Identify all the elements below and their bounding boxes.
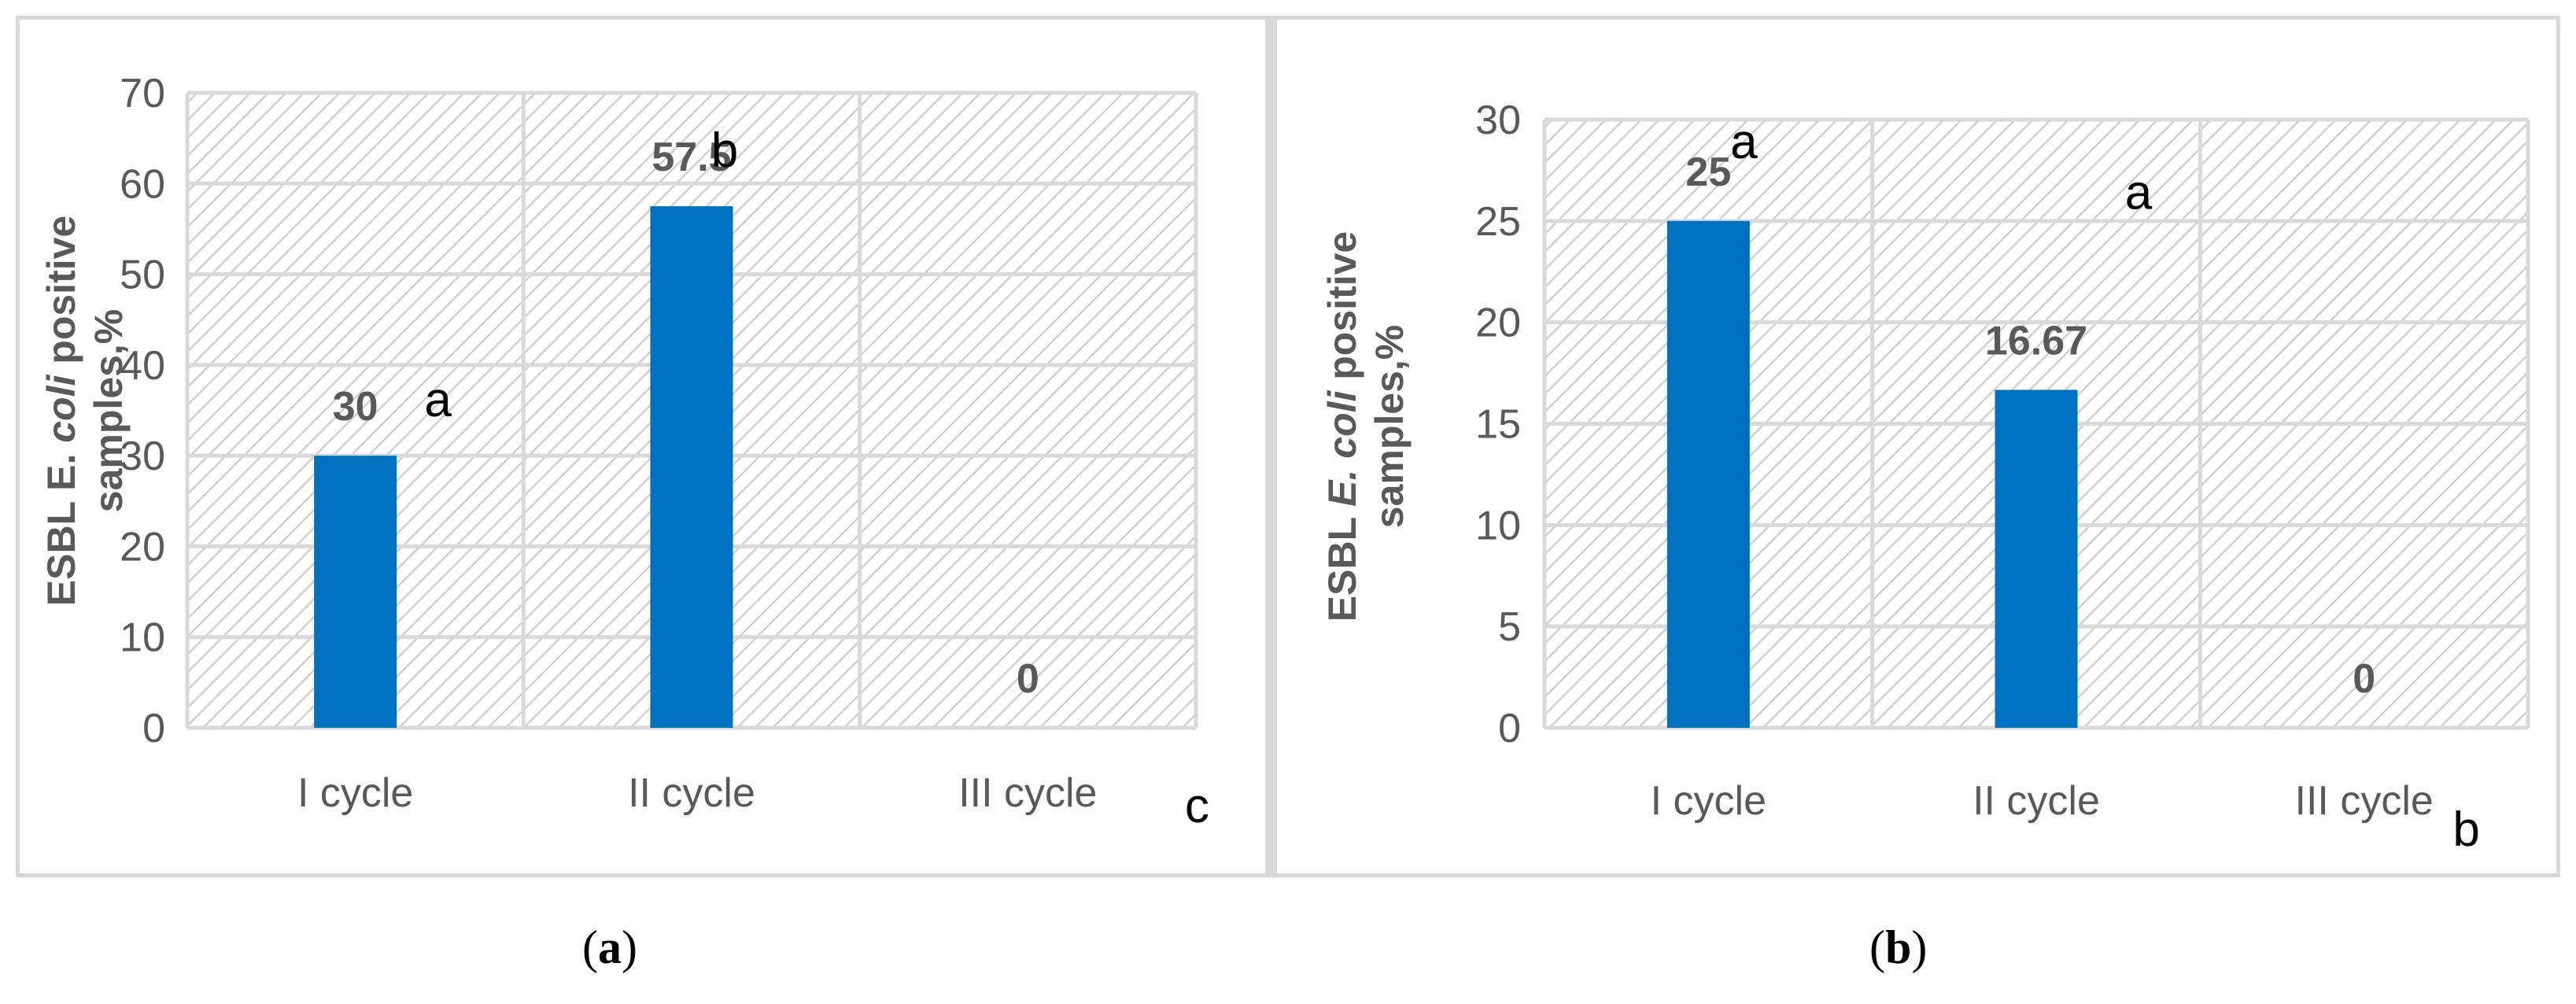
chart-a-y-tick-label: 70 <box>120 71 165 116</box>
chart-b-category-label: III cycle <box>2295 778 2434 824</box>
caption-a-open: ( <box>582 921 598 973</box>
chart-b-significance-letter: a <box>2125 165 2153 220</box>
y-axis-label-part: ESBL <box>1320 507 1364 622</box>
y-axis-label-part: positive <box>1320 231 1364 391</box>
chart-a-y-tick-label: 50 <box>120 253 165 298</box>
chart-b-y-tick-label: 20 <box>1475 301 1521 346</box>
chart-b-category-label: I cycle <box>1651 778 1766 824</box>
chart-b-y-tick-label: 10 <box>1475 503 1521 548</box>
chart-b-bar <box>1666 220 1750 728</box>
caption-a-letter: a <box>597 921 622 973</box>
y-axis-label-part: E. coli <box>1320 390 1364 507</box>
caption-b-letter: b <box>1884 921 1912 973</box>
chart-a-category-label: III cycle <box>958 770 1097 816</box>
chart-a-significance-letter: a <box>424 373 452 427</box>
chart-a-category-label: I cycle <box>297 770 413 816</box>
chart-panel-b: 0 5 10 15 20 25 30 25 a I cycle 16.67 a II cycle 0 b II… <box>1269 16 2560 877</box>
chart-a-bar <box>650 206 733 728</box>
chart-a-category-label: II cycle <box>628 770 755 816</box>
y-axis-label-line-1: ESBL E. coli positive <box>1320 231 1364 622</box>
chart-b-data-label: 16.67 <box>1985 318 2087 364</box>
caption-b: (b) <box>1869 921 1927 975</box>
chart-b-y-tick-label: 5 <box>1498 604 1521 650</box>
y-axis-label-line-2: samples,% <box>87 309 131 512</box>
chart-a-y-tick-label: 0 <box>142 706 165 751</box>
y-axis-label-part: coli <box>39 375 83 443</box>
y-axis-label-part: ESBL E. <box>39 443 83 606</box>
caption-a: (a) <box>582 921 637 975</box>
chart-a-y-tick-label: 10 <box>120 615 165 661</box>
chart-a-y-tick-label: 30 <box>120 434 165 479</box>
chart-a-bar <box>314 456 397 728</box>
chart-b-category-label: II cycle <box>1973 778 2100 824</box>
chart-a-data-label: 57.5 <box>651 135 731 180</box>
chart-b-significance-letter: a <box>1730 115 1758 169</box>
y-axis-label-line-1: ESBL E. coli positive <box>39 216 83 606</box>
y-axis-label-part: positive <box>39 216 83 375</box>
chart-a-significance-letter: b <box>711 124 738 178</box>
chart-a-y-tick-label: 40 <box>120 343 165 389</box>
caption-b-open: ( <box>1869 921 1885 973</box>
chart-a-y-axis-label: ESBL E. coli positivesamples,% <box>39 216 131 606</box>
chart-a-data-label: 0 <box>1017 656 1039 702</box>
chart-b-data-label: 25 <box>1685 149 1731 195</box>
chart-a-significance-letter: c <box>1185 779 1209 833</box>
chart-panel-a: 0 10 20 30 40 50 60 70 30 a I cycle 57.5 b II cycle 0 c… <box>16 16 1269 877</box>
chart-b-y-tick-label: 15 <box>1475 402 1521 448</box>
chart-b-y-tick-label: 30 <box>1475 98 1521 143</box>
chart-b-bar <box>1995 389 2078 728</box>
chart-a-y-tick-label: 60 <box>120 161 165 207</box>
chart-a-svg: 0 10 20 30 40 50 60 70 30 a I cycle 57.5b II cycle 0 c… <box>39 71 1209 833</box>
chart-b-data-label: 0 <box>2353 656 2375 702</box>
chart-a-y-tick-label: 20 <box>120 524 165 570</box>
chart-b-y-tick-label: 25 <box>1475 199 1521 245</box>
chart-a-plot: 0 10 20 30 40 50 60 70 30 a I cycle 57.5b II cycle 0 c… <box>39 71 1209 833</box>
chart-b-y-tick-label: 0 <box>1498 706 1521 751</box>
chart-b-y-axis-label: ESBL E. coli positivesamples,% <box>1320 231 1412 622</box>
y-axis-label-line-2: samples,% <box>1367 325 1412 528</box>
caption-a-close: ) <box>621 921 637 973</box>
caption-b-close: ) <box>1911 921 1928 973</box>
chart-a-data-label: 30 <box>333 384 378 430</box>
chart-b-significance-letter: b <box>2452 803 2479 857</box>
